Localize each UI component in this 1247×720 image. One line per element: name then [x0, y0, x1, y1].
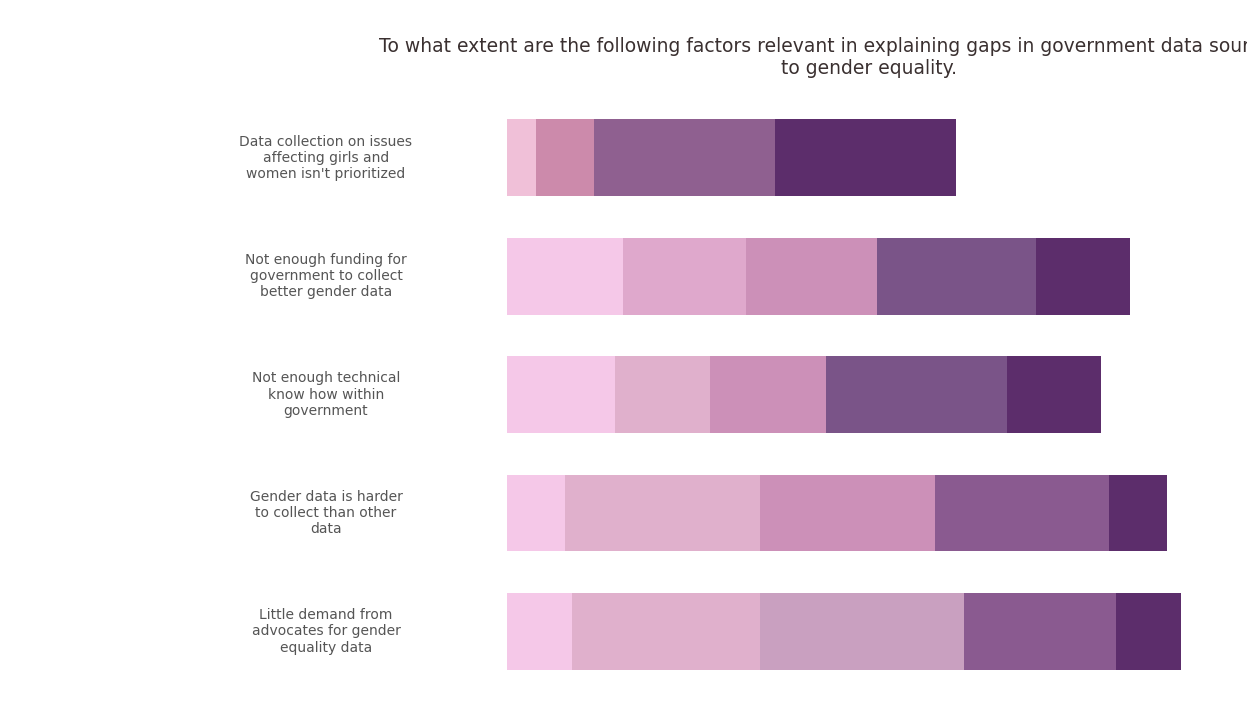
Bar — [934, 474, 1109, 552]
Bar — [761, 474, 934, 552]
Bar — [877, 238, 1036, 315]
Bar — [572, 593, 761, 670]
Bar — [1116, 593, 1181, 670]
Bar — [826, 356, 1008, 433]
Bar — [1036, 238, 1131, 315]
Bar — [506, 120, 535, 197]
Bar — [506, 238, 622, 315]
Bar — [1008, 356, 1101, 433]
Bar — [1109, 474, 1167, 552]
Bar — [535, 120, 594, 197]
Bar — [615, 356, 710, 433]
Bar — [594, 120, 774, 197]
Bar — [710, 356, 826, 433]
Bar — [622, 238, 746, 315]
Bar — [964, 593, 1116, 670]
Title: To what extent are the following factors relevant in explaining gaps in governme: To what extent are the following factors… — [379, 37, 1247, 78]
Bar — [761, 593, 964, 670]
Bar — [506, 356, 615, 433]
Bar — [506, 593, 572, 670]
Bar — [565, 474, 761, 552]
Bar — [774, 120, 956, 197]
Bar — [506, 474, 565, 552]
Bar — [746, 238, 877, 315]
